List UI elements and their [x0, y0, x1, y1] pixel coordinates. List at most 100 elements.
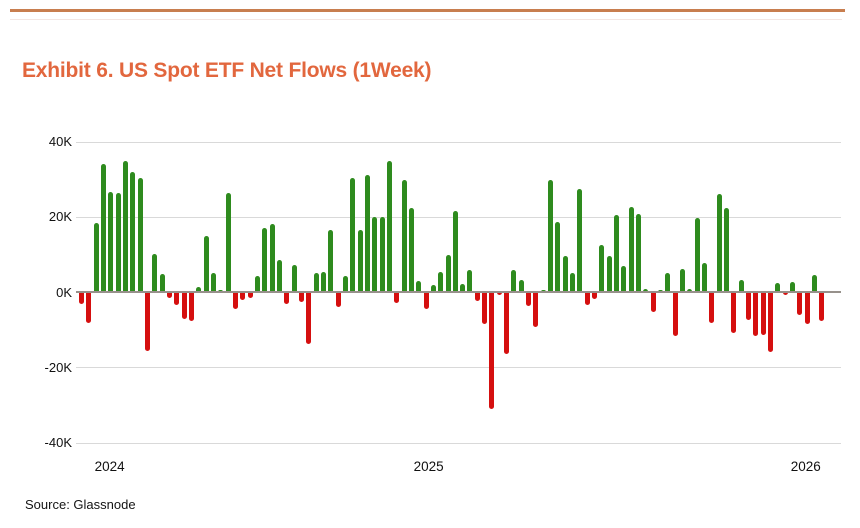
flow-bar-week-12 [159, 273, 165, 292]
x-axis-label-2024: 2024 [94, 459, 125, 474]
flow-bar-week-26 [262, 228, 268, 292]
flow-bar-week-77 [636, 214, 642, 292]
flow-bar-week-59 [504, 292, 510, 355]
flow-bar-week-100 [804, 292, 810, 325]
flow-bar-week-30 [291, 265, 297, 292]
flow-bar-week-72 [599, 245, 605, 292]
flow-bar-week-47 [416, 281, 422, 292]
flow-bar-week-90 [731, 292, 737, 333]
flow-bar-week-8 [130, 172, 136, 292]
source-note: Source: Glassnode [25, 497, 136, 512]
x-axis-label-2025: 2025 [413, 459, 444, 474]
flow-bar-week-3 [93, 223, 99, 292]
flow-bar-week-15 [181, 292, 187, 319]
flow-bar-week-51 [445, 255, 451, 292]
flow-bar-week-7 [122, 161, 128, 292]
flow-bar-week-60 [511, 270, 517, 292]
flow-bar-week-99 [797, 292, 803, 315]
flow-bar-week-6 [115, 193, 121, 292]
flow-bar-week-87 [709, 292, 715, 323]
flow-bar-week-81 [665, 272, 671, 292]
flow-bar-week-35 [328, 230, 334, 292]
flow-bar-week-11 [152, 253, 158, 292]
flow-bar-week-5 [108, 191, 114, 292]
chart-title: Exhibit 6. US Spot ETF Net Flows (1Week) [22, 59, 432, 82]
flow-bar-week-29 [284, 292, 290, 304]
flow-bar-week-32 [306, 292, 312, 344]
gridline-0k [76, 291, 841, 293]
y-axis-label-20k: 20K [48, 209, 72, 225]
flow-bar-week-82 [672, 292, 678, 337]
flow-bar-week-64 [540, 289, 546, 292]
y-axis-label--40k: -40K [44, 435, 72, 450]
flow-bar-week-54 [467, 269, 473, 292]
flow-bar-week-9 [137, 177, 143, 292]
flow-bar-week-66 [555, 221, 561, 292]
gridline--20k [76, 367, 841, 369]
flow-bar-week-68 [570, 272, 576, 292]
flow-bar-week-94 [760, 292, 766, 335]
flow-bar-week-95 [768, 292, 774, 353]
y-axis-label--20k: -20K [44, 359, 72, 375]
flow-bar-week-91 [738, 279, 744, 292]
flow-bar-week-10 [144, 292, 150, 351]
y-axis-label-40k: 40K [48, 134, 72, 149]
flow-bar-week-40 [364, 174, 370, 292]
flow-bar-week-37 [342, 276, 348, 292]
flow-bar-week-63 [533, 292, 539, 327]
flow-bar-week-23 [240, 292, 246, 301]
flow-bar-week-56 [482, 292, 488, 325]
flow-bar-week-16 [188, 292, 194, 322]
flow-bar-week-52 [452, 210, 458, 292]
flow-bar-week-53 [460, 284, 466, 292]
flow-bar-week-89 [724, 207, 730, 292]
flow-bar-week-79 [650, 292, 656, 313]
flow-bar-week-78 [643, 288, 649, 292]
flow-bar-week-27 [269, 224, 275, 292]
flow-bar-week-28 [276, 260, 282, 292]
flow-bar-week-41 [372, 216, 378, 292]
flow-bar-week-75 [621, 266, 627, 292]
flow-bar-week-62 [526, 292, 532, 306]
top-secondary-rule [10, 19, 842, 20]
flow-bar-week-57 [489, 292, 495, 409]
flow-bar-week-102 [819, 292, 825, 321]
flow-bar-week-61 [518, 279, 524, 292]
flow-bar-week-34 [320, 272, 326, 292]
flow-bar-week-39 [357, 229, 363, 292]
flow-bar-week-69 [577, 188, 583, 292]
flow-bar-week-76 [628, 207, 634, 292]
flow-bar-week-13 [166, 292, 172, 298]
flow-bar-week-45 [401, 179, 407, 292]
x-axis-label-2026: 2026 [790, 459, 821, 474]
flow-bar-week-71 [592, 292, 598, 299]
flow-bar-week-86 [702, 263, 708, 292]
flow-bar-week-80 [658, 289, 664, 292]
flow-bar-week-74 [614, 215, 620, 292]
flow-bar-week-58 [496, 292, 502, 296]
flow-bar-week-17 [196, 287, 202, 292]
flow-bar-week-42 [379, 216, 385, 292]
flow-bar-week-48 [423, 292, 429, 310]
gridline--40k [76, 442, 841, 444]
gridline-20k [76, 216, 841, 218]
flow-bar-week-46 [408, 207, 414, 292]
flow-bar-week-96 [775, 282, 781, 292]
flow-bar-week-92 [746, 292, 752, 321]
flow-bar-week-85 [694, 217, 700, 292]
flow-bar-week-73 [606, 255, 612, 292]
flow-bar-week-25 [254, 276, 260, 292]
flow-bar-week-24 [247, 292, 253, 299]
flow-bar-week-38 [350, 178, 356, 292]
flow-bar-week-36 [335, 292, 341, 308]
flow-bar-week-43 [386, 160, 392, 292]
flow-bar-week-21 [225, 192, 231, 292]
flow-bar-week-101 [812, 274, 817, 292]
top-accent-rule [10, 9, 845, 12]
flow-bar-week-93 [753, 292, 759, 337]
flow-bar-week-84 [687, 288, 693, 292]
flow-bar-week-2 [86, 292, 92, 323]
flow-bar-week-49 [430, 285, 436, 292]
